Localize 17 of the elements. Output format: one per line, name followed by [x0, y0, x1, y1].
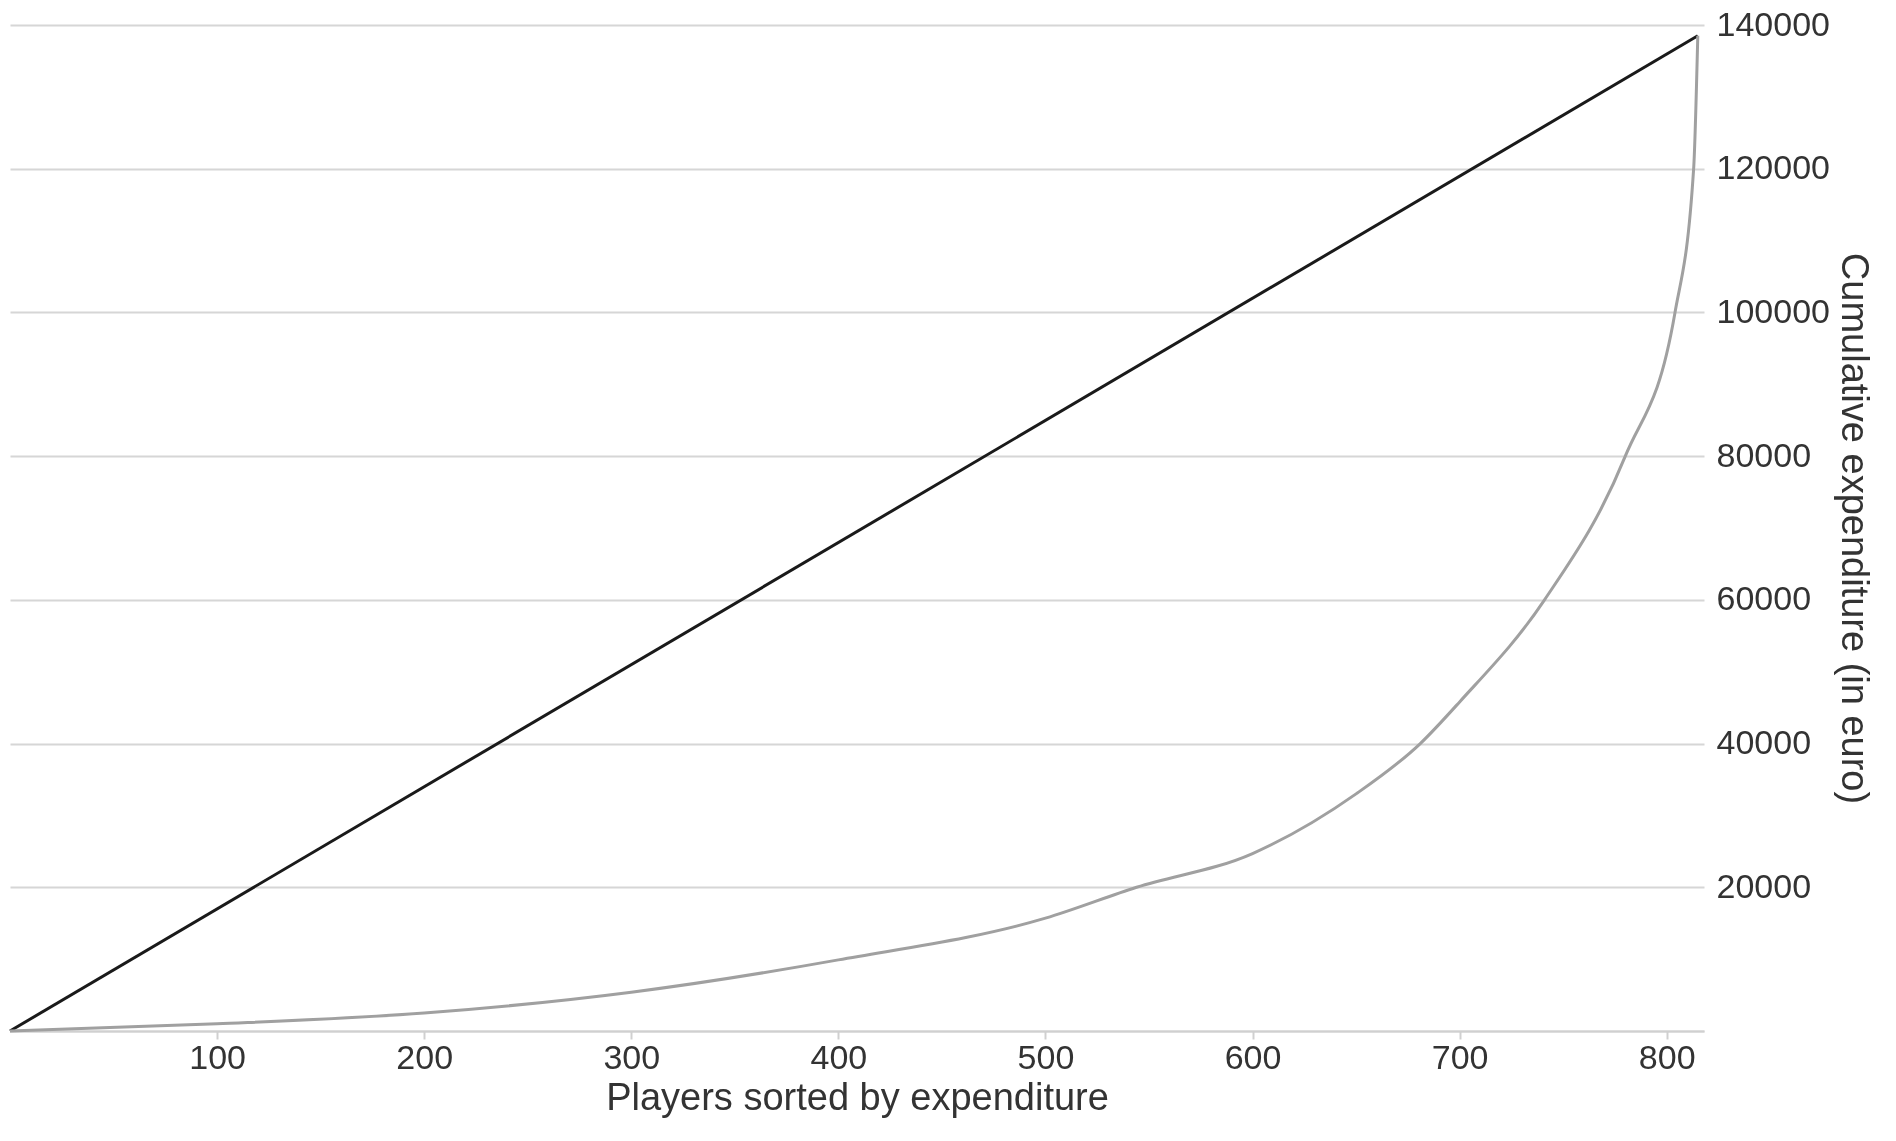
- y-tick-label: 140000: [1716, 4, 1830, 43]
- y-tick-label: 20000: [1716, 866, 1812, 905]
- y-tick-label: 80000: [1716, 435, 1812, 474]
- x-tick-label: 200: [396, 1037, 454, 1076]
- y-tick-label: 100000: [1716, 291, 1830, 330]
- x-tick-label: 300: [603, 1037, 661, 1076]
- x-tick-label: 500: [1017, 1037, 1075, 1076]
- y-tick-label: 40000: [1716, 723, 1812, 762]
- x-axis-title: Players sorted by expenditure: [606, 1075, 1109, 1118]
- x-tick-label: 800: [1638, 1037, 1696, 1076]
- x-tick-label: 700: [1431, 1037, 1489, 1076]
- y-tick-label: 120000: [1716, 148, 1830, 187]
- y-axis-title: Cumulative expenditure (in euro): [1833, 252, 1876, 805]
- x-tick-label: 600: [1224, 1037, 1282, 1076]
- y-tick-label: 60000: [1716, 579, 1812, 618]
- x-tick-label: 100: [189, 1037, 246, 1076]
- x-tick-label: 400: [810, 1037, 868, 1076]
